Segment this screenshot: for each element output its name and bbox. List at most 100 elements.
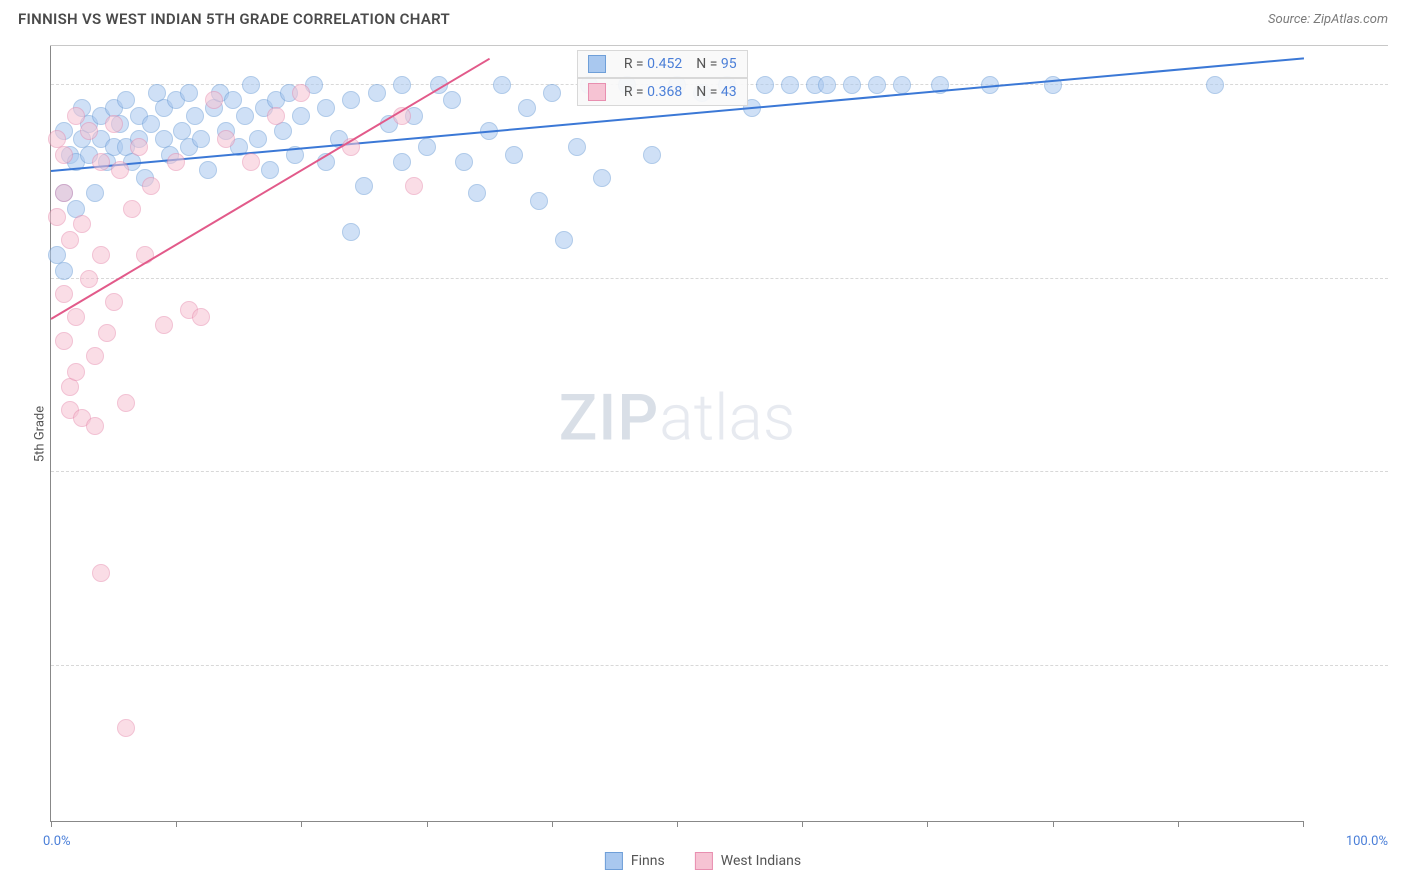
data-point bbox=[73, 215, 91, 233]
y-tick-label: 92.5% bbox=[1398, 644, 1406, 659]
stat-r-label: R = 0.452 bbox=[624, 56, 682, 72]
stat-r-label: R = 0.368 bbox=[624, 84, 682, 100]
data-point bbox=[55, 332, 73, 350]
watermark: ZIPatlas bbox=[559, 381, 796, 456]
data-point bbox=[92, 246, 110, 264]
plot-area: ZIPatlas 0.0% 100.0% R = 0.452N = 95R = … bbox=[50, 46, 1303, 822]
stats-box: R = 0.452 N = 95 bbox=[577, 50, 748, 78]
watermark-zip: ZIP bbox=[559, 381, 660, 456]
watermark-atlas: atlas bbox=[659, 381, 795, 456]
data-point bbox=[224, 91, 242, 109]
data-point bbox=[267, 107, 285, 125]
data-point bbox=[167, 153, 185, 171]
source-prefix: Source: bbox=[1268, 12, 1313, 27]
data-point bbox=[249, 130, 267, 148]
data-point bbox=[893, 76, 911, 94]
data-point bbox=[105, 115, 123, 133]
data-point bbox=[505, 146, 523, 164]
data-point bbox=[818, 76, 836, 94]
x-tick bbox=[802, 821, 803, 827]
data-point bbox=[111, 161, 129, 179]
data-point bbox=[843, 76, 861, 94]
data-point bbox=[236, 107, 254, 125]
data-point bbox=[455, 153, 473, 171]
stat-r-value: 0.452 bbox=[647, 56, 682, 72]
gridline bbox=[51, 278, 1388, 279]
stat-n-label: N = 95 bbox=[696, 56, 736, 72]
stats-box: R = 0.368 N = 43 bbox=[577, 78, 748, 106]
data-point bbox=[405, 177, 423, 195]
data-point bbox=[242, 76, 260, 94]
data-point bbox=[55, 285, 73, 303]
data-point bbox=[568, 138, 586, 156]
data-point bbox=[80, 122, 98, 140]
data-point bbox=[756, 76, 774, 94]
data-point bbox=[493, 76, 511, 94]
legend-swatch bbox=[695, 852, 713, 870]
data-point bbox=[555, 231, 573, 249]
data-point bbox=[61, 231, 79, 249]
data-point bbox=[105, 293, 123, 311]
legend-label: Finns bbox=[631, 853, 665, 869]
series-swatch bbox=[588, 83, 606, 101]
stat-n-label: N = 43 bbox=[696, 84, 736, 100]
x-tick bbox=[427, 821, 428, 827]
source-name: ZipAtlas.com bbox=[1313, 12, 1388, 27]
data-point bbox=[342, 91, 360, 109]
x-tick bbox=[1053, 821, 1054, 827]
data-point bbox=[317, 99, 335, 117]
legend: Finns West Indians bbox=[605, 852, 801, 870]
x-axis-max-label: 100.0% bbox=[1346, 834, 1388, 849]
data-point bbox=[643, 146, 661, 164]
data-point bbox=[393, 153, 411, 171]
data-point bbox=[781, 76, 799, 94]
data-point bbox=[86, 347, 104, 365]
data-point bbox=[242, 153, 260, 171]
data-point bbox=[199, 161, 217, 179]
data-point bbox=[186, 107, 204, 125]
source-attribution: Source: ZipAtlas.com bbox=[1268, 12, 1388, 27]
data-point bbox=[468, 184, 486, 202]
data-point bbox=[117, 719, 135, 737]
stat-r-value: 0.368 bbox=[647, 84, 682, 100]
stat-n-value: 43 bbox=[721, 84, 737, 100]
data-point bbox=[98, 324, 116, 342]
data-point bbox=[92, 153, 110, 171]
x-tick bbox=[1303, 821, 1304, 827]
data-point bbox=[123, 200, 141, 218]
data-point bbox=[117, 394, 135, 412]
data-point bbox=[192, 308, 210, 326]
data-point bbox=[67, 363, 85, 381]
data-point bbox=[180, 84, 198, 102]
data-point bbox=[342, 223, 360, 241]
data-point bbox=[1206, 76, 1224, 94]
gridline bbox=[51, 471, 1388, 472]
data-point bbox=[48, 208, 66, 226]
data-point bbox=[274, 122, 292, 140]
data-point bbox=[55, 184, 73, 202]
data-point bbox=[61, 378, 79, 396]
data-point bbox=[86, 417, 104, 435]
data-point bbox=[155, 316, 173, 334]
data-point bbox=[117, 91, 135, 109]
x-tick bbox=[552, 821, 553, 827]
x-tick bbox=[176, 821, 177, 827]
chart-container: 5th Grade ZIPatlas 0.0% 100.0% R = 0.452… bbox=[50, 45, 1388, 822]
data-point bbox=[205, 91, 223, 109]
data-point bbox=[355, 177, 373, 195]
data-point bbox=[217, 130, 235, 148]
x-tick bbox=[1178, 821, 1179, 827]
data-point bbox=[593, 169, 611, 187]
legend-swatch bbox=[605, 852, 623, 870]
data-point bbox=[261, 161, 279, 179]
data-point bbox=[92, 564, 110, 582]
data-point bbox=[67, 107, 85, 125]
series-swatch bbox=[588, 55, 606, 73]
data-point bbox=[55, 146, 73, 164]
x-tick bbox=[301, 821, 302, 827]
x-axis-min-label: 0.0% bbox=[43, 834, 71, 849]
data-point bbox=[292, 84, 310, 102]
x-tick bbox=[51, 821, 52, 827]
data-point bbox=[393, 76, 411, 94]
legend-item: West Indians bbox=[695, 852, 801, 870]
